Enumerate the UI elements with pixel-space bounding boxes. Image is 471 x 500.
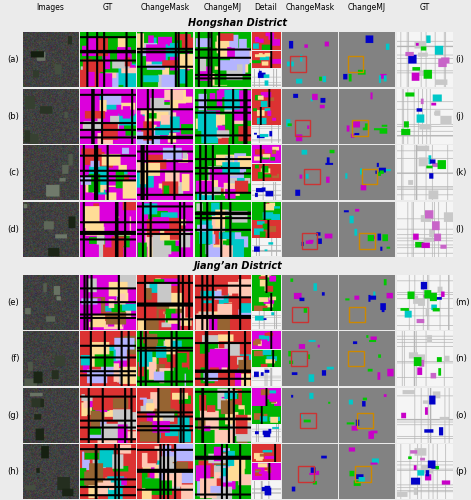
Text: Jiang’an District: Jiang’an District <box>193 260 282 270</box>
Text: (h): (h) <box>8 467 19 476</box>
Text: ChangeMJ: ChangeMJ <box>203 3 242 12</box>
Text: (p): (p) <box>455 467 467 476</box>
Text: (n): (n) <box>455 354 467 363</box>
Text: (o): (o) <box>455 410 467 420</box>
Bar <box>362 169 377 184</box>
Bar <box>302 234 317 248</box>
Bar <box>348 56 363 72</box>
Bar <box>291 56 306 72</box>
Bar <box>349 351 364 366</box>
Text: GT: GT <box>103 3 113 12</box>
Text: ChangeMask: ChangeMask <box>141 3 190 12</box>
Bar <box>349 307 365 322</box>
Text: (m): (m) <box>455 298 470 306</box>
Text: (k): (k) <box>455 168 467 177</box>
Text: (i): (i) <box>455 56 464 64</box>
Bar <box>355 466 371 481</box>
Bar <box>304 169 320 184</box>
Text: ChangeMJ: ChangeMJ <box>348 3 386 12</box>
Bar <box>359 234 375 248</box>
Text: (d): (d) <box>8 224 19 234</box>
Text: (c): (c) <box>8 168 19 177</box>
Bar <box>352 120 367 136</box>
Text: (f): (f) <box>10 354 19 363</box>
Text: (a): (a) <box>8 56 19 64</box>
Bar <box>298 466 314 481</box>
Text: (e): (e) <box>8 298 19 306</box>
Text: GT: GT <box>419 3 430 12</box>
Bar <box>300 412 316 428</box>
Text: Detail: Detail <box>255 3 277 12</box>
Text: Hongshan District: Hongshan District <box>188 18 287 28</box>
Bar <box>295 120 310 136</box>
Text: (g): (g) <box>8 410 19 420</box>
Text: (b): (b) <box>8 112 19 120</box>
Bar <box>357 412 373 428</box>
Text: ChangeMask: ChangeMask <box>285 3 334 12</box>
Bar <box>292 307 308 322</box>
Text: Images: Images <box>37 3 65 12</box>
Text: (j): (j) <box>455 112 464 120</box>
Bar <box>291 351 307 366</box>
Text: (l): (l) <box>455 224 464 234</box>
